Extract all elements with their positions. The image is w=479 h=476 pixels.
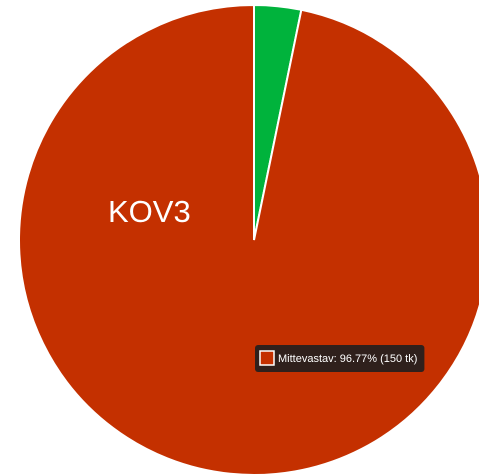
tooltip-marker — [259, 350, 275, 366]
tooltip-label: Mittevastav: 96.77% (150 tk) — [278, 353, 417, 365]
annotation: KOV3 — [108, 194, 191, 229]
pie — [18, 3, 479, 476]
pie-slice — [18, 3, 479, 476]
tooltips: Mittevastav: 96.77% (150 tk) — [255, 345, 425, 372]
tooltip-background — [255, 345, 425, 372]
tooltip: Mittevastav: 96.77% (150 tk) — [255, 345, 425, 372]
